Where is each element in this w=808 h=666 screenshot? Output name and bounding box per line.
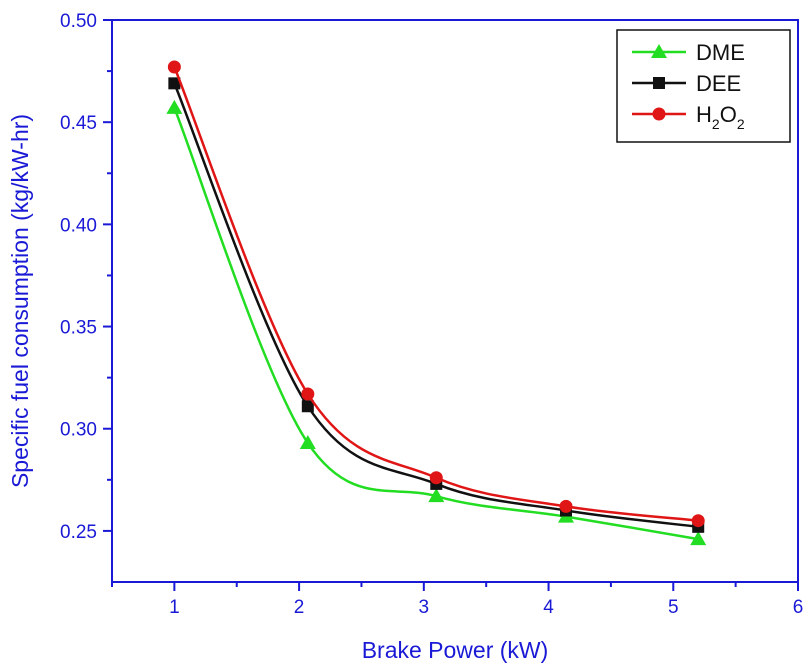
data-point-h2o2 [429, 471, 443, 485]
legend-marker-h2o2 [652, 107, 666, 121]
data-point-dme [166, 99, 183, 114]
y-axis-title: Specific fuel consumption (kg/kW-hr) [7, 114, 33, 488]
series-h2o2 [167, 60, 705, 528]
data-point-h2o2 [167, 60, 181, 74]
legend: DME DEE H2O2 [616, 29, 791, 143]
x-tick-label: 4 [543, 597, 554, 618]
x-axis-title: Brake Power (kW) [362, 637, 549, 663]
legend-label-dme: DME [696, 40, 745, 65]
y-tick-label: 0.25 [60, 522, 97, 543]
data-point-dme [428, 488, 445, 503]
data-point-h2o2 [691, 514, 705, 528]
x-tick-label: 2 [294, 597, 305, 618]
series-dme [166, 99, 707, 546]
y-tick-label: 0.45 [60, 113, 97, 134]
data-point-dme [299, 435, 316, 450]
data-point-h2o2 [559, 499, 573, 513]
axis-ticks: 1 2 3 4 5 6 0.25 0.30 0.35 0.40 0.45 0.50 [60, 11, 803, 618]
series-line-dme [173, 107, 699, 541]
x-tick-label: 6 [793, 597, 804, 618]
plot-frame [111, 19, 799, 583]
series-line-dee [173, 82, 699, 529]
legend-label-dee: DEE [696, 71, 741, 96]
series-layer [166, 60, 707, 546]
legend-marker-dee [653, 77, 665, 89]
series-dee [168, 77, 705, 533]
x-tick-label: 1 [169, 597, 180, 618]
data-point-dee [168, 77, 181, 90]
data-point-h2o2 [301, 387, 315, 401]
y-tick-label: 0.30 [60, 420, 97, 441]
data-point-dee [301, 400, 314, 413]
y-tick-label: 0.35 [60, 318, 97, 339]
y-tick-label: 0.50 [60, 11, 97, 32]
x-tick-label: 3 [419, 597, 430, 618]
legend-box [616, 29, 791, 143]
legend-label-h2o2: H2O2 [696, 102, 745, 132]
data-point-dme [690, 531, 707, 546]
legend-marker-dme [651, 44, 667, 58]
series-line-h2o2 [173, 66, 699, 522]
y-tick-label: 0.40 [60, 215, 97, 236]
x-tick-label: 5 [668, 597, 679, 618]
